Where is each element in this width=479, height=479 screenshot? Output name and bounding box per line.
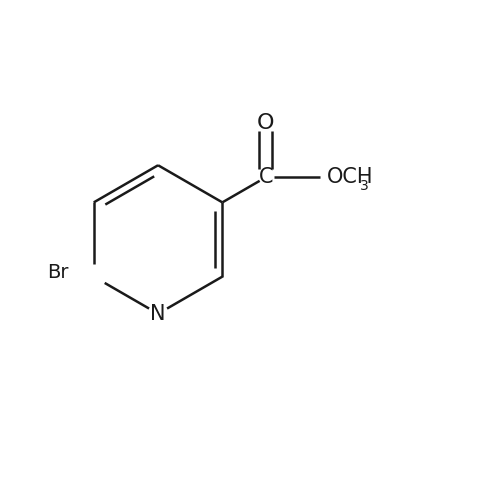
Text: Br: Br (47, 263, 68, 282)
Text: 3: 3 (360, 179, 368, 193)
Text: O: O (257, 113, 274, 133)
Text: N: N (150, 304, 166, 324)
Text: OCH: OCH (327, 167, 374, 187)
Text: C: C (259, 167, 273, 187)
